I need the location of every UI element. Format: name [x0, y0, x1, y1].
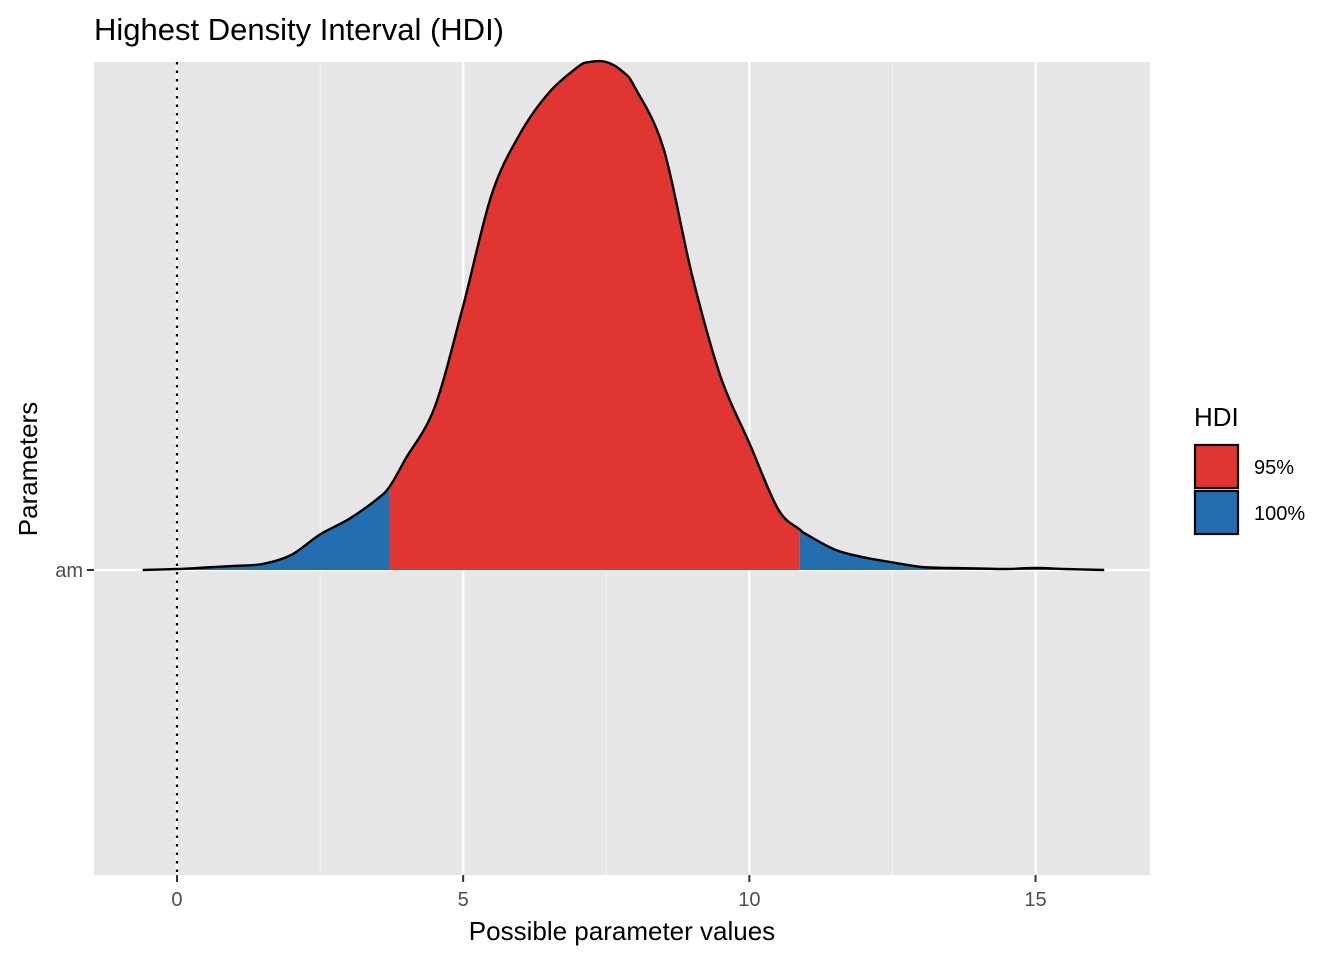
x-tick-label-1: 5: [458, 889, 469, 911]
x-tick-label-0: 0: [171, 889, 182, 911]
chart-title: Highest Density Interval (HDI): [94, 12, 504, 47]
legend-label-1: 100%: [1254, 503, 1305, 525]
x-axis-label: Possible parameter values: [469, 916, 775, 946]
x-tick-label-3: 15: [1024, 889, 1046, 911]
legend-label-0: 95%: [1254, 457, 1294, 479]
y-axis: am: [55, 560, 94, 582]
hdi-95-area: [389, 61, 800, 571]
x-tick-label-2: 10: [738, 889, 760, 911]
legend-swatch-1: [1193, 489, 1240, 536]
legend-title: HDI: [1194, 402, 1239, 432]
density-outline: [142, 59, 1105, 572]
hdi-100-left-area: [142, 486, 390, 570]
x-axis: 0 5 10 15: [171, 875, 1047, 911]
legend: HDI 95% 100%: [1193, 402, 1305, 536]
legend-swatch-0: [1193, 443, 1240, 490]
y-tick-label-0: am: [55, 560, 83, 582]
y-axis-label: Parameters: [13, 402, 43, 536]
